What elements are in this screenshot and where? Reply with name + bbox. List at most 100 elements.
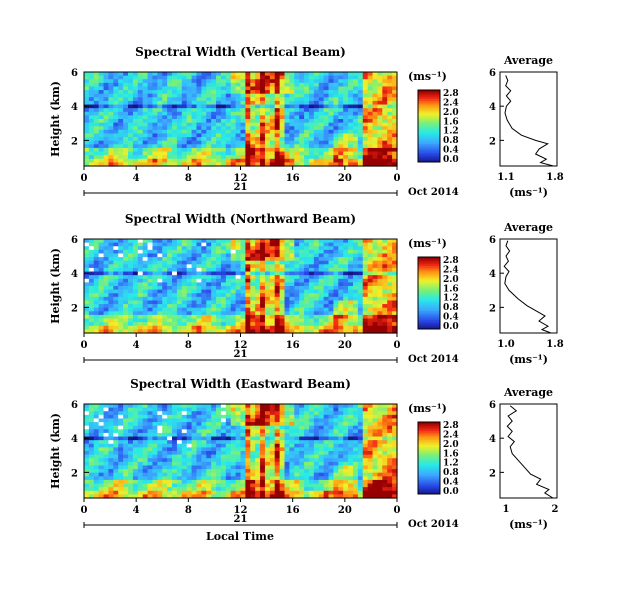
heatmap-cell (123, 144, 128, 148)
heatmap-cell (162, 311, 167, 315)
heatmap-cell (113, 275, 118, 279)
heatmap-cell (373, 76, 378, 80)
heatmap-cell (319, 465, 324, 469)
heatmap-cell (211, 469, 216, 473)
heatmap-cell (363, 72, 368, 76)
heatmap-cell (118, 415, 123, 419)
heatmap-cell (94, 243, 99, 247)
heatmap-cell (329, 243, 334, 247)
heatmap-cell (172, 76, 177, 80)
heatmap-cell (206, 261, 211, 265)
heatmap-cell (143, 326, 148, 330)
heatmap-cell (275, 422, 280, 426)
heatmap-cell (206, 300, 211, 304)
heatmap-cell (343, 433, 348, 437)
heatmap-cell (192, 469, 197, 473)
heatmap-cell (221, 272, 226, 276)
heatmap-cell (289, 272, 294, 276)
heatmap-cell (377, 286, 382, 290)
heatmap-cell (329, 119, 334, 123)
heatmap-cell (294, 487, 299, 491)
heatmap-cell (324, 451, 329, 455)
heatmap-cell (275, 148, 280, 152)
heatmap-cell (148, 293, 153, 297)
heatmap-cell (89, 159, 94, 163)
heatmap-cell (118, 418, 123, 422)
heatmap-cell (285, 455, 290, 459)
heatmap-cell (113, 465, 118, 469)
heatmap-cell (201, 115, 206, 119)
profile-x-label: (ms⁻¹) (509, 353, 548, 366)
heatmap-cell (289, 257, 294, 261)
heatmap-cell (157, 272, 162, 276)
heatmap-cell (138, 418, 143, 422)
heatmap-cell (333, 290, 338, 294)
heatmap-cell (128, 264, 133, 268)
heatmap-cell (157, 261, 162, 265)
heatmap-cell (182, 257, 187, 261)
heatmap-cell (343, 108, 348, 112)
heatmap-cell (89, 480, 94, 484)
heatmap-cell (299, 152, 304, 156)
heatmap-cell (324, 76, 329, 80)
heatmap-cell (294, 253, 299, 257)
heatmap-cell (314, 76, 319, 80)
heatmap-cell (89, 326, 94, 330)
heatmap-cell (187, 322, 192, 326)
heatmap-cell (157, 297, 162, 301)
heatmap-cell (289, 159, 294, 163)
heatmap-cell (182, 308, 187, 312)
heatmap-cell (113, 86, 118, 90)
heatmap-cell (182, 115, 187, 119)
heatmap-cell (133, 268, 138, 272)
heatmap-cell (353, 315, 358, 319)
heatmap-cell (387, 94, 392, 98)
heatmap-cell (324, 319, 329, 323)
heatmap-cell (162, 243, 167, 247)
heatmap-cell (324, 105, 329, 109)
y-tick-label: 4 (71, 269, 78, 280)
heatmap-cell (245, 418, 250, 422)
heatmap-cell (329, 480, 334, 484)
heatmap-cell (285, 253, 290, 257)
heatmap-cell (343, 97, 348, 101)
heatmap-cell (157, 144, 162, 148)
heatmap-cell (108, 293, 113, 297)
heatmap-cell (309, 239, 314, 243)
heatmap-cell (250, 411, 255, 415)
heatmap-cell (333, 451, 338, 455)
heatmap-cell (333, 137, 338, 141)
heatmap-cell (255, 404, 260, 408)
heatmap-cell (329, 253, 334, 257)
heatmap-cell (319, 133, 324, 137)
heatmap-cell (275, 76, 280, 80)
heatmap-cell (123, 411, 128, 415)
heatmap-cell (241, 246, 246, 250)
heatmap-cell (167, 319, 172, 323)
heatmap-cell (275, 487, 280, 491)
heatmap-cell (128, 105, 133, 109)
heatmap-cell (348, 304, 353, 308)
heatmap-cell (363, 293, 368, 297)
heatmap-cell (226, 144, 231, 148)
heatmap-cell (221, 455, 226, 459)
heatmap-cell (314, 261, 319, 265)
heatmap-cell (133, 286, 138, 290)
heatmap-cell (285, 429, 290, 433)
heatmap-cell (94, 130, 99, 134)
heatmap-cell (236, 408, 241, 412)
heatmap-cell (167, 469, 172, 473)
heatmap-cell (192, 123, 197, 127)
heatmap-cell (289, 465, 294, 469)
heatmap-cell (172, 137, 177, 141)
heatmap-cell (382, 133, 387, 137)
heatmap-cell (304, 137, 309, 141)
heatmap-cell (148, 76, 153, 80)
heatmap-cell (363, 148, 368, 152)
heatmap-cell (89, 429, 94, 433)
heatmap-cell (221, 304, 226, 308)
heatmap-cell (94, 246, 99, 250)
heatmap-cell (128, 304, 133, 308)
heatmap-cell (363, 119, 368, 123)
heatmap-cell (201, 144, 206, 148)
